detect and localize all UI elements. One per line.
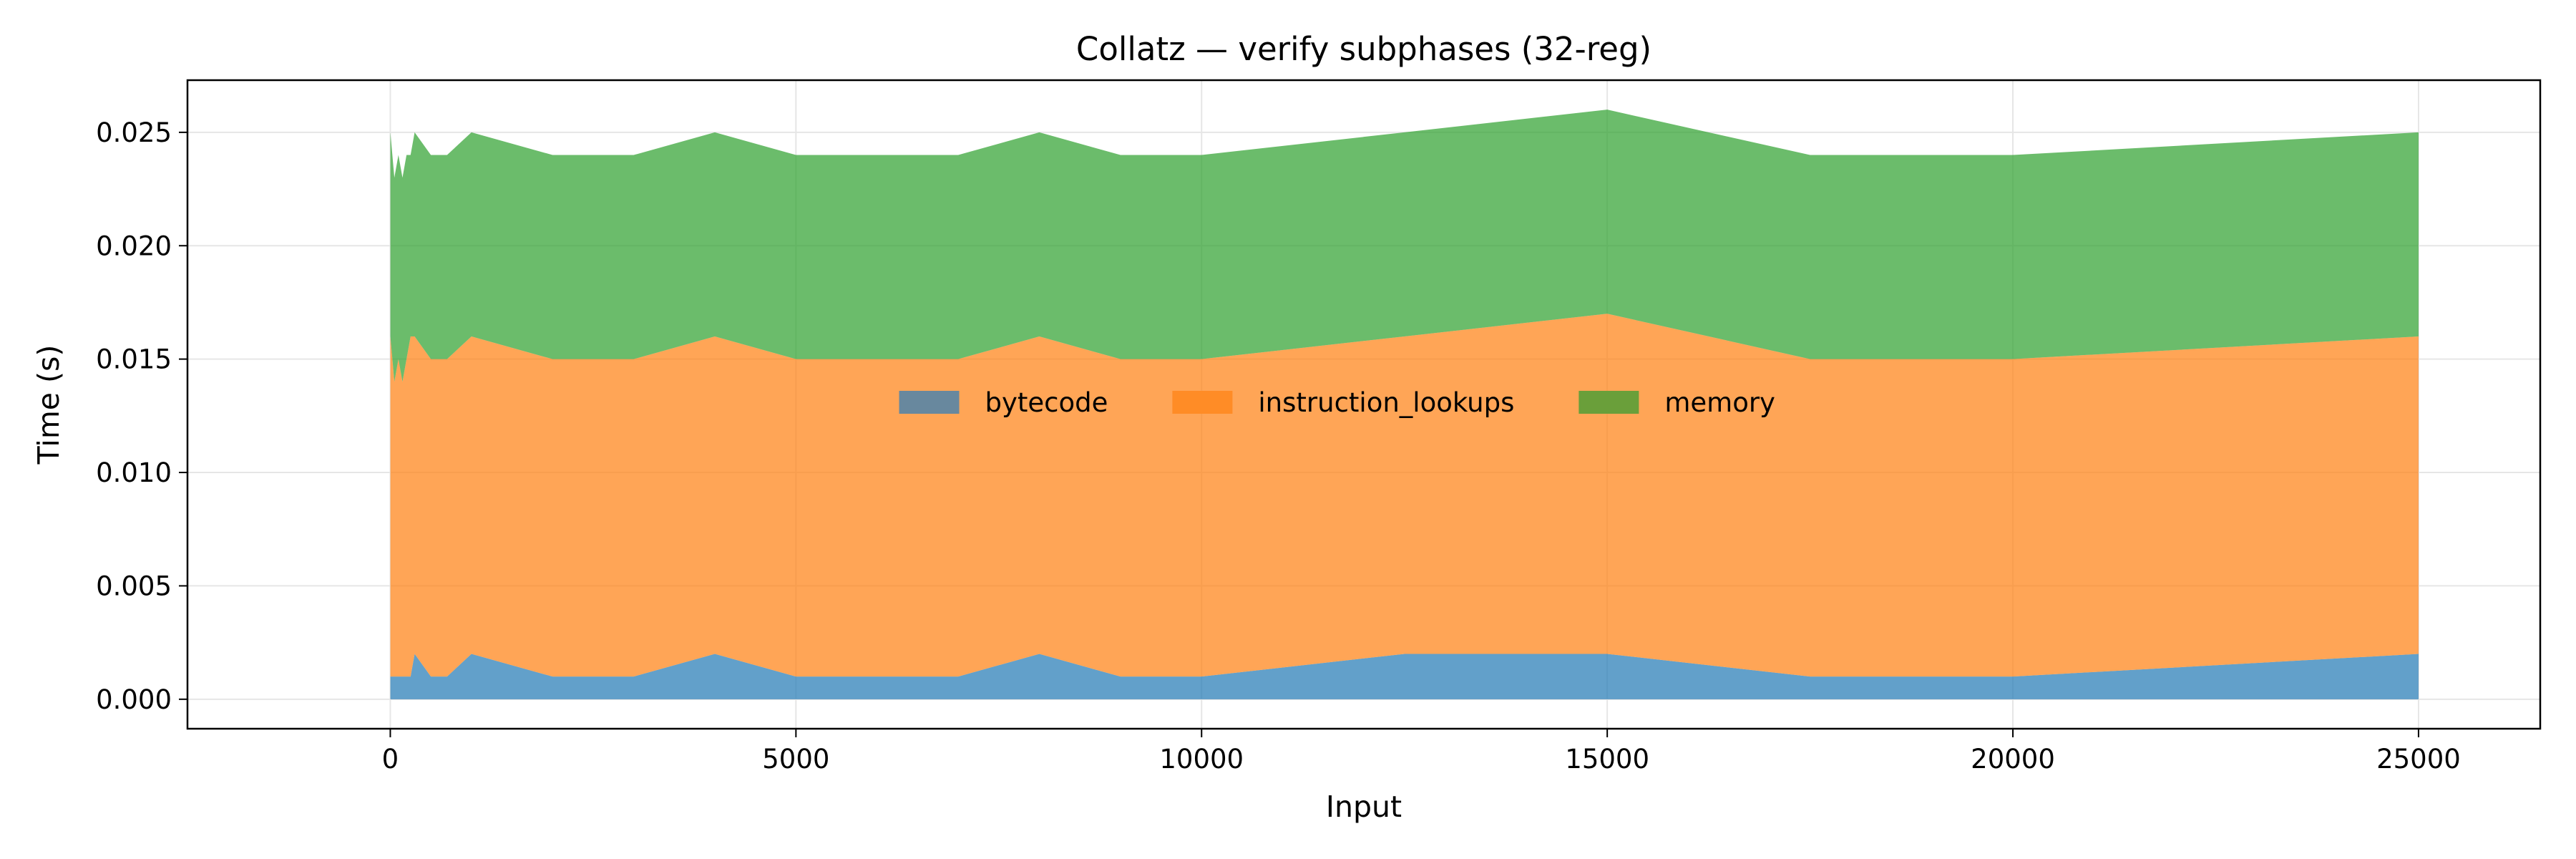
legend: bytecode instruction_lookups memory bbox=[899, 387, 1775, 418]
y-tick-label: 0.000 bbox=[96, 684, 172, 715]
legend-swatch bbox=[899, 391, 960, 414]
legend-item-instruction-lookups: instruction_lookups bbox=[1172, 387, 1514, 418]
legend-item-bytecode: bytecode bbox=[899, 387, 1108, 418]
legend-swatch bbox=[1579, 391, 1639, 414]
legend-item-memory: memory bbox=[1579, 387, 1775, 418]
x-tick-label: 25000 bbox=[2376, 744, 2461, 775]
area-bytecode bbox=[390, 654, 2419, 699]
y-tick-label: 0.010 bbox=[96, 457, 172, 488]
plot-frame bbox=[186, 79, 2542, 730]
y-axis: 0.000 0.005 0.010 0.015 0.020 0.025 bbox=[96, 117, 187, 715]
area-instruction-lookups bbox=[390, 314, 2419, 677]
y-tick-label: 0.015 bbox=[96, 344, 172, 375]
x-tick-label: 5000 bbox=[762, 744, 829, 775]
plot-areas bbox=[390, 110, 2419, 699]
x-tick-label: 0 bbox=[382, 744, 399, 775]
x-tick-label: 20000 bbox=[1971, 744, 2055, 775]
y-tick-label: 0.020 bbox=[96, 230, 172, 261]
legend-swatch bbox=[1172, 391, 1233, 414]
y-tick-label: 0.005 bbox=[96, 571, 172, 601]
y-tick-label: 0.025 bbox=[96, 117, 172, 148]
x-axis-label: Input bbox=[1326, 790, 1402, 824]
chart-title: Collatz — verify subphases (32-reg) bbox=[1076, 30, 1652, 68]
legend-label: instruction_lookups bbox=[1258, 387, 1514, 418]
legend-label: bytecode bbox=[985, 387, 1108, 418]
x-axis: 0 5000 10000 15000 20000 25000 bbox=[382, 729, 2461, 775]
x-tick-label: 15000 bbox=[1565, 744, 1649, 775]
y-axis-label: Time (s) bbox=[31, 345, 66, 465]
area-memory bbox=[390, 110, 2419, 382]
legend-label: memory bbox=[1664, 387, 1775, 418]
x-tick-label: 10000 bbox=[1159, 744, 1244, 775]
